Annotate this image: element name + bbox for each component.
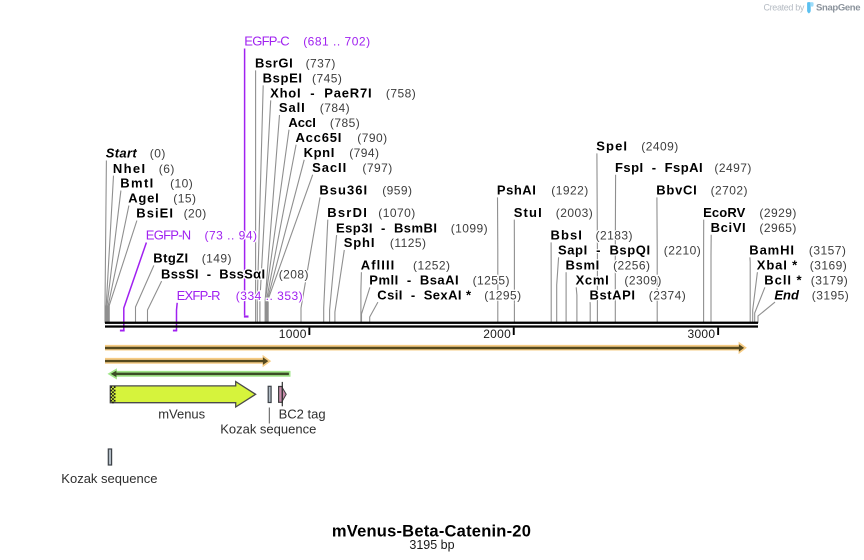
svg-text:(737): (737) <box>306 57 336 71</box>
svg-text:FspI - FspAI: FspI - FspAI <box>615 160 703 175</box>
svg-text:BsrDI: BsrDI <box>327 205 368 220</box>
svg-text:Kozak sequence: Kozak sequence <box>220 422 316 437</box>
svg-text:(2374): (2374) <box>649 288 686 302</box>
svg-text:(208): (208) <box>279 267 309 281</box>
svg-text:Bsu36I: Bsu36I <box>319 183 368 198</box>
svg-text:XcmI: XcmI <box>576 273 610 288</box>
svg-text:Created by: Created by <box>764 2 805 12</box>
svg-text:(1125): (1125) <box>390 236 427 250</box>
svg-text:(2183): (2183) <box>596 229 633 243</box>
svg-text:Kozak sequence: Kozak sequence <box>61 471 157 486</box>
svg-text:(2929): (2929) <box>759 206 796 220</box>
svg-text:BssSI - BssSαI: BssSI - BssSαI <box>161 266 265 281</box>
svg-text:(784): (784) <box>320 101 350 115</box>
svg-text:(2210): (2210) <box>664 244 701 258</box>
svg-text:(6): (6) <box>159 162 175 176</box>
svg-text:3195 bp: 3195 bp <box>409 538 454 552</box>
svg-text:BspEI: BspEI <box>263 71 303 86</box>
svg-text:(797): (797) <box>362 161 392 175</box>
svg-text:StuI: StuI <box>514 205 543 220</box>
svg-text:BsrGI: BsrGI <box>255 56 293 71</box>
svg-text:(1252): (1252) <box>413 258 450 272</box>
svg-text:SpeI: SpeI <box>596 139 628 154</box>
svg-text:BtgZI: BtgZI <box>153 251 188 266</box>
svg-text:EGFP-N: EGFP-N <box>146 228 191 243</box>
svg-text:(794): (794) <box>349 146 379 160</box>
svg-text:(2965): (2965) <box>759 221 796 235</box>
svg-text:(3179): (3179) <box>811 274 848 288</box>
svg-text:2000: 2000 <box>483 327 511 341</box>
svg-text:(3169): (3169) <box>810 258 847 272</box>
svg-text:(15): (15) <box>173 192 196 206</box>
svg-text:(1922): (1922) <box>551 184 588 198</box>
svg-text:(73 .. 94): (73 .. 94) <box>205 229 258 243</box>
svg-text:AflIII: AflIII <box>361 257 395 272</box>
svg-text:AccI: AccI <box>288 115 315 130</box>
svg-text:BclI *: BclI * <box>764 273 802 288</box>
svg-text:BC2 tag: BC2 tag <box>279 406 326 421</box>
svg-text:3000: 3000 <box>687 327 715 341</box>
svg-text:End: End <box>774 287 800 302</box>
svg-text:Esp3I - BsmBI: Esp3I - BsmBI <box>336 220 437 235</box>
svg-text:(334 .. 353): (334 .. 353) <box>236 289 303 303</box>
svg-text:NheI: NheI <box>113 161 147 176</box>
svg-text:BstAPI: BstAPI <box>590 287 636 302</box>
svg-text:XhoI - PaeR7I: XhoI - PaeR7I <box>270 86 372 101</box>
svg-text:BmtI: BmtI <box>120 176 154 191</box>
svg-text:1000: 1000 <box>279 327 307 341</box>
svg-text:(1070): (1070) <box>378 206 415 220</box>
svg-text:SapI - BspQI: SapI - BspQI <box>558 243 651 258</box>
svg-text:(3195): (3195) <box>812 288 849 302</box>
svg-text:BbvCI: BbvCI <box>656 183 697 198</box>
svg-text:XbaI *: XbaI * <box>757 257 798 272</box>
svg-text:AgeI: AgeI <box>128 191 159 206</box>
svg-text:BamHI: BamHI <box>749 243 795 258</box>
svg-text:(959): (959) <box>382 184 412 198</box>
svg-text:SnapGene: SnapGene <box>816 2 860 13</box>
svg-text:(681 .. 702): (681 .. 702) <box>303 35 370 49</box>
svg-text:PmlI - BsaAI: PmlI - BsaAI <box>369 273 459 288</box>
svg-text:EXFP-R: EXFP-R <box>177 288 221 303</box>
svg-text:(1255): (1255) <box>473 274 510 288</box>
svg-text:(2497): (2497) <box>714 161 751 175</box>
svg-text:(2309): (2309) <box>624 274 661 288</box>
svg-text:CsiI - SexAI *: CsiI - SexAI * <box>377 287 472 302</box>
svg-text:KpnI: KpnI <box>304 145 335 160</box>
svg-text:(790): (790) <box>357 131 387 145</box>
svg-text:(2256): (2256) <box>613 258 650 272</box>
svg-text:EGFP-C: EGFP-C <box>244 34 289 49</box>
svg-text:(1099): (1099) <box>451 221 488 235</box>
svg-text:BciVI: BciVI <box>711 220 747 235</box>
svg-text:SalI: SalI <box>279 100 306 115</box>
svg-text:(745): (745) <box>312 72 342 86</box>
svg-text:(785): (785) <box>330 116 360 130</box>
svg-text:(10): (10) <box>170 177 193 191</box>
svg-text:(2409): (2409) <box>641 140 678 154</box>
svg-text:(1295): (1295) <box>484 288 521 302</box>
svg-text:BsmI: BsmI <box>566 257 600 272</box>
svg-text:BbsI: BbsI <box>551 228 584 243</box>
svg-text:(0): (0) <box>150 147 166 161</box>
svg-text:(758): (758) <box>386 87 416 101</box>
svg-text:(149): (149) <box>202 252 232 266</box>
svg-text:mVenus-Beta-Catenin-20: mVenus-Beta-Catenin-20 <box>332 523 531 541</box>
svg-text:(3157): (3157) <box>809 244 846 258</box>
svg-text:(2702): (2702) <box>711 184 748 198</box>
svg-text:(2003): (2003) <box>556 206 593 220</box>
svg-text:PshAI: PshAI <box>497 183 536 198</box>
svg-text:EcoRV: EcoRV <box>703 205 746 220</box>
svg-text:Acc65I: Acc65I <box>296 130 343 145</box>
svg-text:mVenus: mVenus <box>158 406 205 421</box>
svg-text:(20): (20) <box>184 207 207 221</box>
svg-text:Start: Start <box>106 146 138 161</box>
svg-text:SacII: SacII <box>312 160 347 175</box>
svg-text:BsiEI: BsiEI <box>136 206 174 221</box>
svg-text:SphI: SphI <box>344 235 376 250</box>
